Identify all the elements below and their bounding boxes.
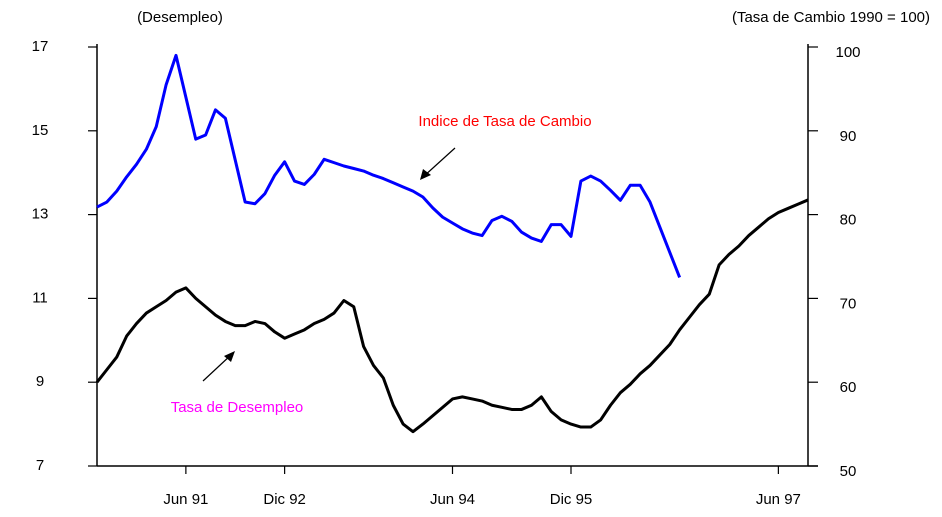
y2-tick-label: 100 [835, 44, 860, 61]
series-line [96, 53, 682, 278]
y-tick-label: 17 [32, 38, 49, 55]
series-label: Tasa de Desempleo [171, 399, 304, 416]
annotation-arrow [422, 147, 456, 178]
x-tick-label: Dic 92 [263, 491, 306, 508]
series-label: Indice de Tasa de Cambio [418, 113, 591, 130]
y2-tick-label: 60 [840, 379, 857, 396]
y2-tick-label: 80 [840, 212, 857, 229]
y2-tick-label: 90 [840, 128, 857, 145]
y2-tick-label: 50 [840, 463, 857, 480]
y-tick-label: 9 [36, 373, 44, 390]
x-tick-label: Jun 94 [430, 491, 475, 508]
y-tick-label: 7 [36, 457, 44, 474]
x-tick-label: Dic 95 [550, 491, 593, 508]
x-tick-label: Jun 91 [163, 491, 208, 508]
arrow-head [224, 351, 235, 362]
series-line [95, 198, 809, 434]
x-tick-label: Jun 97 [756, 491, 801, 508]
arrow-head [420, 169, 431, 180]
y2-axis-label: (Tasa de Cambio 1990 = 100) [732, 9, 930, 26]
y2-tick-label: 70 [840, 295, 857, 312]
y-axis-label: (Desempleo) [137, 9, 223, 26]
y-tick-label: 15 [32, 122, 49, 139]
y-tick-label: 13 [32, 206, 49, 223]
y-tick-label: 11 [32, 289, 48, 306]
